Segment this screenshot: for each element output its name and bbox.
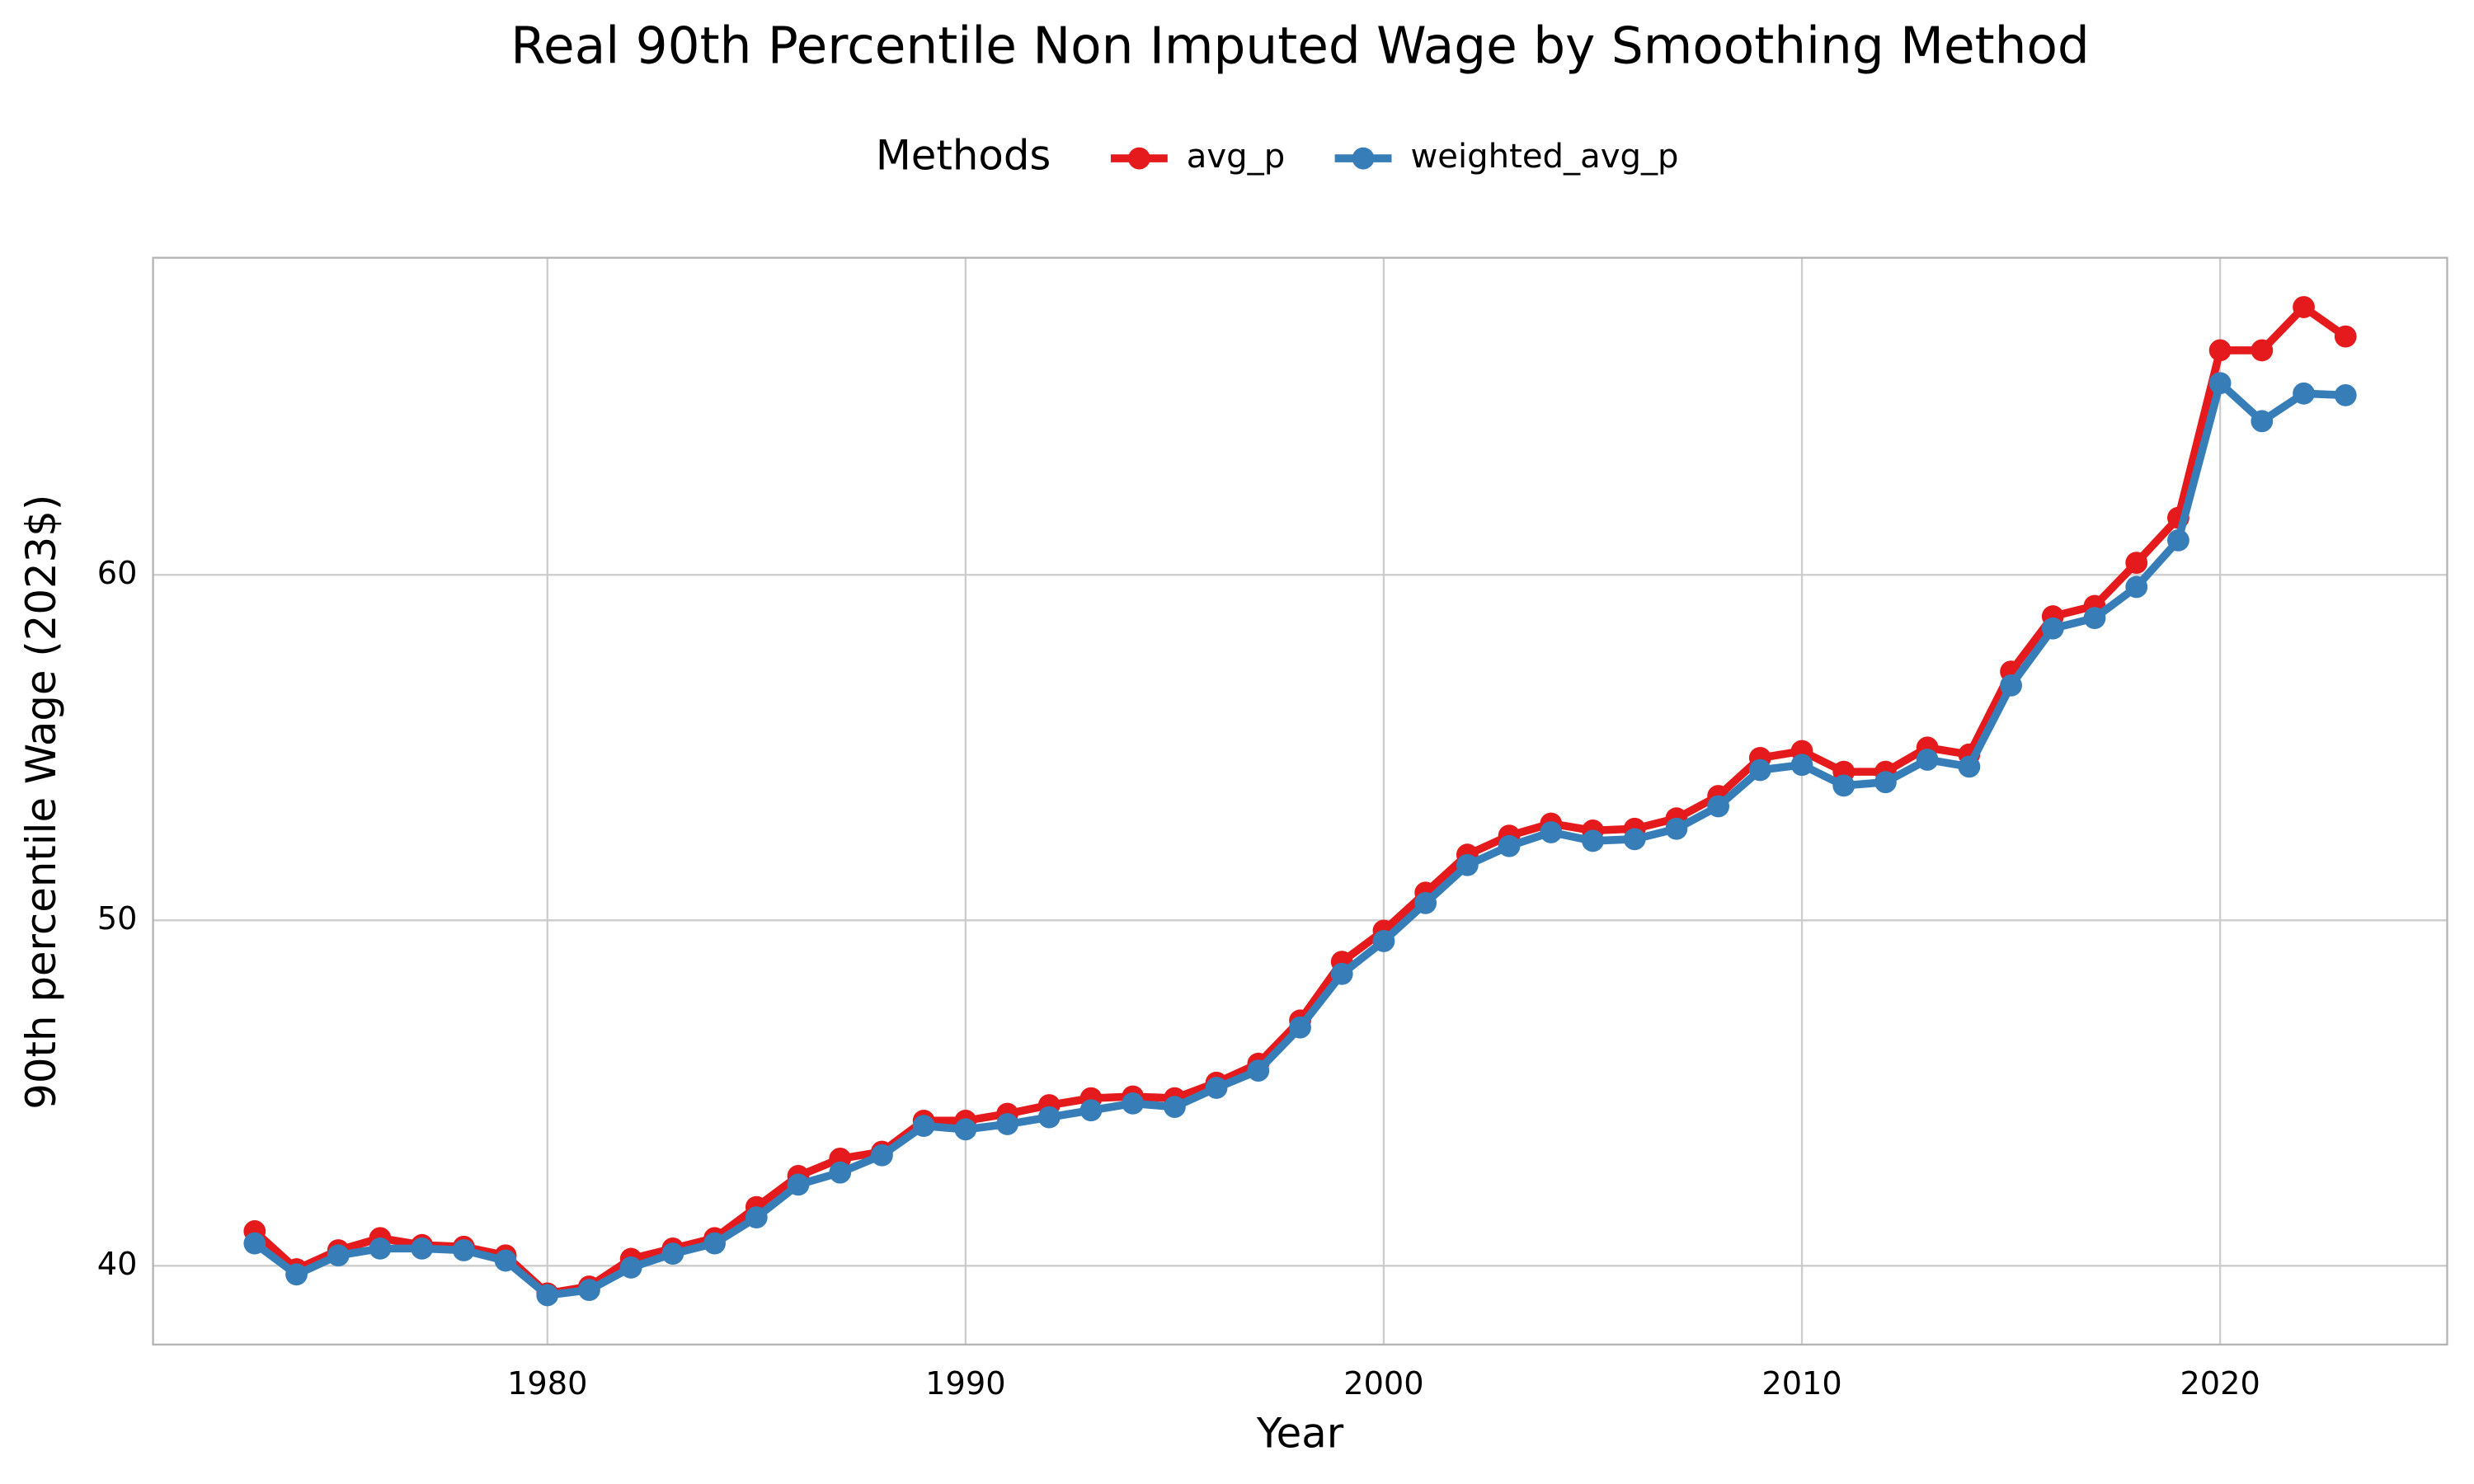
plot-border <box>152 256 2448 1346</box>
data-point <box>1790 754 1813 777</box>
data-point <box>787 1173 810 1196</box>
data-point <box>2334 325 2357 348</box>
x-tick-label: 1980 <box>507 1365 587 1402</box>
data-point <box>1665 817 1688 840</box>
data-point <box>1916 749 1939 771</box>
data-point <box>2041 617 2064 640</box>
data-point <box>703 1232 726 1255</box>
y-axis-label: 90th percentile Wage (2023$) <box>17 495 65 1110</box>
data-point <box>2293 296 2315 318</box>
legend-marker <box>1352 147 1375 170</box>
data-point <box>2293 382 2315 405</box>
data-point <box>1122 1092 1145 1115</box>
data-point <box>452 1239 475 1261</box>
data-point <box>2251 339 2274 362</box>
data-point <box>1498 834 1521 857</box>
data-point <box>2334 384 2357 406</box>
x-axis-label: Year <box>1256 1409 1344 1457</box>
x-tick-label: 2000 <box>1343 1365 1423 1402</box>
data-point <box>369 1237 392 1260</box>
legend-label: avg_p <box>1187 138 1285 176</box>
x-tick-label: 2020 <box>2180 1365 2260 1402</box>
data-point <box>619 1256 642 1279</box>
legend-label: weighted_avg_p <box>1410 138 1678 176</box>
data-point <box>829 1161 852 1184</box>
data-point <box>1414 891 1437 914</box>
y-tick-label: 40 <box>97 1246 138 1283</box>
data-point <box>871 1144 893 1167</box>
data-point <box>2125 575 2148 599</box>
data-point <box>578 1279 600 1302</box>
data-point <box>2125 552 2148 575</box>
data-point <box>1623 828 1646 851</box>
data-point <box>494 1249 517 1272</box>
data-point <box>411 1237 434 1260</box>
x-tick-label: 1990 <box>925 1365 1005 1402</box>
data-point <box>327 1244 350 1267</box>
data-point <box>2208 372 2232 395</box>
y-tick-label: 60 <box>97 555 138 592</box>
y-tick-label: 50 <box>97 900 138 937</box>
data-point <box>954 1118 977 1141</box>
data-point <box>661 1242 684 1266</box>
data-point <box>1372 930 1395 952</box>
data-point <box>996 1113 1018 1135</box>
data-point <box>1079 1099 1103 1122</box>
data-point <box>1748 758 1771 782</box>
data-point <box>285 1263 308 1286</box>
data-point <box>1247 1059 1270 1082</box>
data-point <box>1874 771 1897 794</box>
data-point <box>745 1206 768 1229</box>
data-point <box>1540 821 1563 843</box>
data-point <box>1958 755 1981 778</box>
data-point <box>1164 1096 1186 1118</box>
data-point <box>2000 674 2022 697</box>
chart-title: Real 90th Percentile Non Imputed Wage by… <box>510 17 2090 76</box>
legend-title: Methods <box>876 132 1051 180</box>
data-point <box>2167 528 2189 552</box>
data-point <box>2251 410 2274 433</box>
data-point <box>1037 1106 1061 1129</box>
x-tick-label: 2010 <box>1761 1365 1841 1402</box>
data-point <box>243 1232 266 1255</box>
data-point <box>1707 795 1730 818</box>
data-point <box>2083 607 2106 630</box>
data-point <box>1582 829 1604 852</box>
data-point <box>2208 339 2232 362</box>
data-point <box>1456 853 1479 876</box>
data-point <box>1832 774 1856 797</box>
data-point <box>912 1115 935 1138</box>
legend-marker <box>1127 147 1150 170</box>
data-point <box>536 1284 559 1307</box>
data-point <box>1289 1016 1311 1039</box>
data-point <box>1330 962 1353 985</box>
data-point <box>1205 1077 1228 1099</box>
